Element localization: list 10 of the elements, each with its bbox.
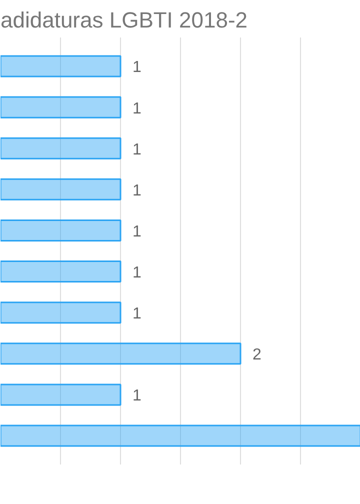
data-label: 1 <box>132 388 142 405</box>
data-label: 1 <box>132 306 142 323</box>
data-label: 2 <box>252 346 262 364</box>
data-label: 1 <box>132 264 142 282</box>
chart-title: adidaturas LGBTI 2018-2 <box>0 8 248 32</box>
data-label: 1 <box>132 59 142 76</box>
data-label: 1 <box>132 223 142 240</box>
data-label: 1 <box>132 141 142 158</box>
data-label: 1 <box>132 182 142 200</box>
data-label: 1 <box>132 100 142 118</box>
